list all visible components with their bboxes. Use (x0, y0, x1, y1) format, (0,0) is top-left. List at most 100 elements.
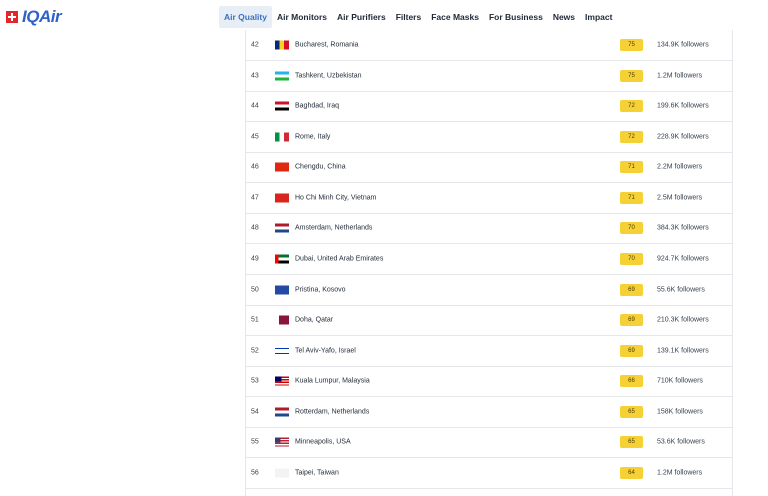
rank: 49 (251, 255, 259, 263)
aqi-badge: 64 (620, 466, 643, 479)
rank: 54 (251, 408, 259, 416)
nav-link[interactable]: Air Monitors (276, 12, 328, 22)
table-row[interactable]: 55 Minneapolis, USA 65 53.6K followers (246, 427, 732, 459)
city-name[interactable]: Bucharest, Romania (295, 41, 359, 49)
country-flag (275, 285, 289, 295)
followers: 1.2M followers (657, 72, 703, 80)
followers: 158K followers (657, 408, 703, 416)
country-flag (275, 193, 289, 203)
followers: 210.3K followers (657, 316, 709, 324)
table-row[interactable]: 50 Pristina, Kosovo 69 55.6K followers (246, 275, 732, 306)
aqi-badge: 69 (620, 344, 643, 357)
city-name[interactable]: Tashkent, Uzbekistan (295, 72, 362, 80)
table-row[interactable]: 44 Baghdad, Iraq 72 199.6K followers (246, 91, 732, 123)
city-name[interactable]: Amsterdam, Netherlands (295, 224, 373, 232)
rank: 53 (251, 377, 259, 385)
table-row[interactable]: 47 Ho Chi Minh City, Vietnam 71 2.5M follow… (246, 183, 732, 214)
country-flag (275, 71, 289, 81)
rank: 43 (251, 72, 259, 80)
city-name[interactable]: Chengdu, China (295, 163, 346, 171)
table-row[interactable]: 51 Doha, Qatar 69 210.3K followers (246, 305, 732, 337)
country-flag (275, 315, 289, 325)
followers: 134.9K followers (657, 41, 709, 49)
rank: 47 (251, 194, 259, 202)
aqi-badge: 69 (620, 314, 643, 327)
aqi-badge: 72 (620, 100, 643, 113)
country-flag (275, 254, 289, 264)
followers: 924.7K followers (657, 255, 709, 263)
country-flag (275, 162, 289, 172)
country-flag (275, 101, 289, 111)
logo-text[interactable]: IQAir (22, 7, 62, 26)
rank: 56 (251, 469, 259, 477)
city-name[interactable]: Ho Chi Minh City, Vietnam (295, 194, 377, 202)
city-name[interactable]: Dubai, United Arab Emirates (295, 255, 384, 263)
country-flag (275, 407, 289, 417)
followers: 55.6K followers (657, 286, 705, 294)
nav-link[interactable]: Air Quality (219, 6, 272, 28)
table-row[interactable]: 54 Rotterdam, Netherlands 65 158K followers (246, 397, 732, 428)
country-flag (275, 468, 289, 478)
country-flag (275, 437, 289, 447)
aqi-badge: 65 (620, 405, 643, 418)
nav-link[interactable]: Air Purifiers (337, 12, 386, 22)
followers: 2.2M followers (657, 163, 703, 171)
nav-bar: Air Quality Air Monitors Air Purifiers Filt… (219, 6, 617, 28)
followers: 2.5M followers (657, 194, 703, 202)
nav-link[interactable]: Face Masks (431, 12, 479, 22)
followers: 53.6K followers (657, 438, 705, 446)
aqi-badge: 70 (620, 252, 643, 265)
country-flag (275, 346, 289, 356)
nav-link[interactable]: News (552, 12, 576, 22)
rank: 48 (251, 224, 259, 232)
table-row[interactable]: 46 Chengdu, China 71 2.2M followers (246, 152, 732, 184)
country-flag (275, 376, 289, 386)
followers: 384.3K followers (657, 224, 709, 232)
followers: 139.1K followers (657, 347, 709, 355)
table-row[interactable]: 49 Dubai, United Arab Emirates 70 924.7K fo… (246, 244, 732, 275)
table-row[interactable]: 48 Amsterdam, Netherlands 70 384.3K followe… (246, 213, 732, 245)
followers: 199.6K followers (657, 102, 709, 110)
nav-link[interactable]: For Business (488, 12, 543, 22)
rank: 46 (251, 163, 259, 171)
country-flag (275, 223, 289, 233)
aqi-badge: 69 (620, 283, 643, 296)
followers: 228.9K followers (657, 133, 709, 141)
table-row[interactable]: 56 Taipei, Taiwan 64 1.2M followers (246, 458, 732, 489)
aqi-badge: 71 (620, 161, 643, 174)
aqi-badge: 71 (620, 191, 643, 204)
aqi-badge: 75 (620, 39, 643, 51)
city-name[interactable]: Rotterdam, Netherlands (295, 408, 370, 416)
swiss-flag (6, 11, 18, 23)
city-name[interactable]: Pristina, Kosovo (295, 286, 346, 294)
table-row[interactable]: 52 Tel Aviv-Yafo, Israel 69 139.1K follower… (246, 336, 732, 367)
aqi-badge: 70 (620, 222, 643, 235)
city-name[interactable]: Taipei, Taiwan (295, 469, 339, 477)
city-name[interactable]: Rome, Italy (295, 133, 331, 141)
ranking-table: 42 Bucharest, Romania 75 134.9K followers 43… (245, 30, 733, 496)
country-flag (275, 40, 289, 50)
city-name[interactable]: Doha, Qatar (295, 316, 334, 324)
city-name[interactable]: Baghdad, Iraq (295, 102, 339, 110)
city-name[interactable]: Minneapolis, USA (295, 438, 351, 446)
table-row[interactable]: 45 Rome, Italy 72 228.9K followers (246, 122, 732, 153)
aqi-badge: 66 (620, 375, 643, 388)
city-name[interactable]: Kuala Lumpur, Malaysia (295, 377, 370, 385)
table-row[interactable]: 53 Kuala Lumpur, Malaysia 66 710K followers (246, 366, 732, 398)
followers: 1.2M followers (657, 469, 703, 477)
rank: 44 (251, 102, 259, 110)
followers: 710K followers (657, 377, 703, 385)
rank: 50 (251, 286, 259, 294)
aqi-badge: 65 (620, 436, 643, 449)
table-row[interactable]: 42 Bucharest, Romania 75 134.9K followers (246, 30, 732, 61)
aqi-badge: 75 (620, 69, 643, 82)
city-name[interactable]: Tel Aviv-Yafo, Israel (295, 347, 356, 355)
nav-link[interactable]: Impact (585, 12, 613, 22)
logo[interactable]: IQAir (6, 7, 62, 26)
table-row[interactable]: 43 Tashkent, Uzbekistan 75 1.2M followers (246, 61, 732, 92)
nav-link[interactable]: Filters (395, 12, 422, 22)
aqi-badge: 72 (620, 130, 643, 143)
rank: 52 (251, 347, 259, 355)
country-flag (275, 132, 289, 142)
